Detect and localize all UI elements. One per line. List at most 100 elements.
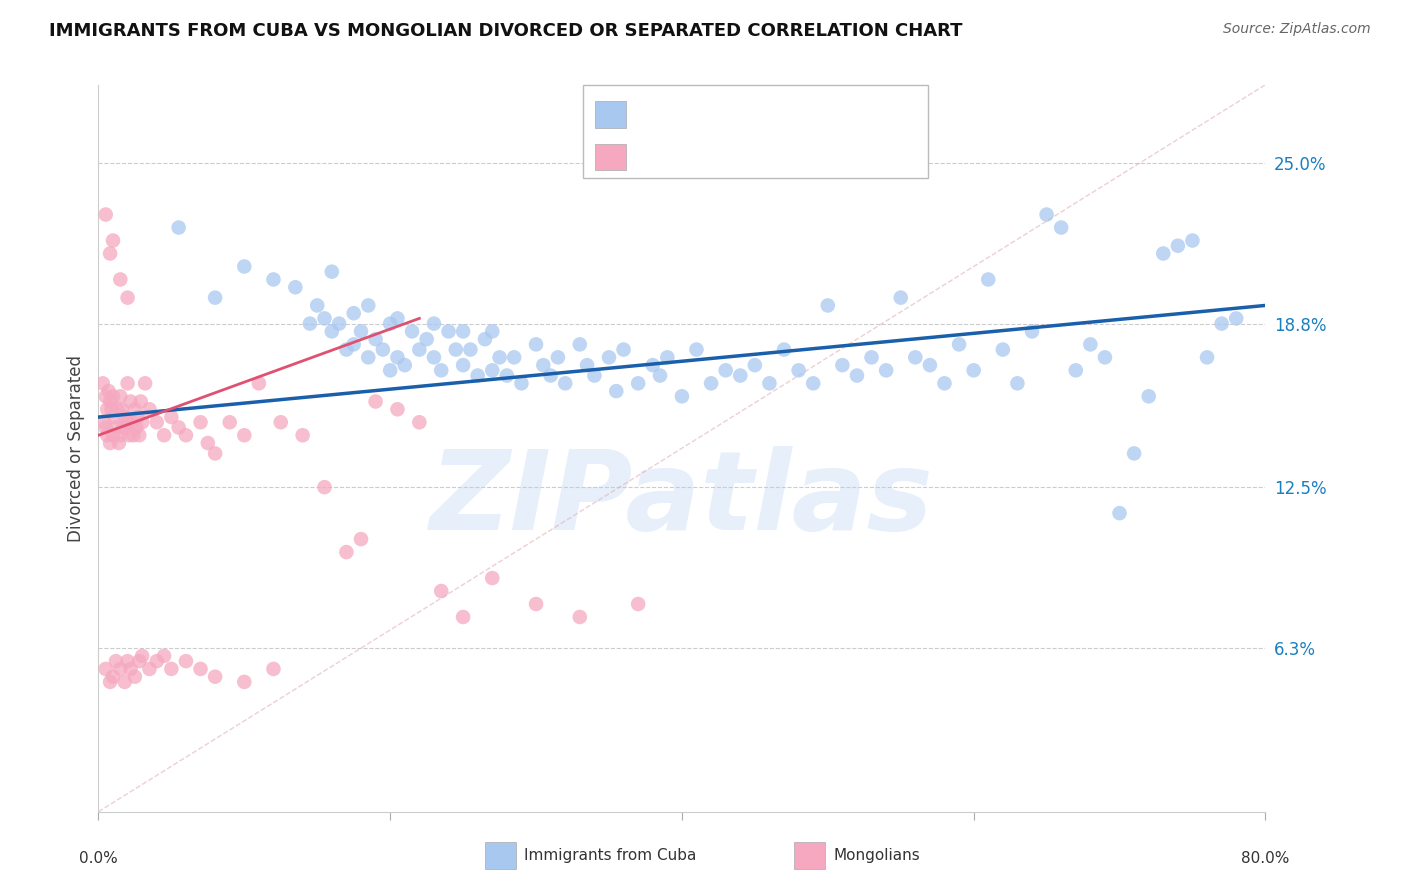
Text: ZIPatlas: ZIPatlas xyxy=(430,446,934,553)
Point xyxy=(114,674,136,689)
Point xyxy=(314,311,336,326)
Point xyxy=(101,389,124,403)
Point xyxy=(451,610,474,624)
Point xyxy=(387,351,409,365)
Point xyxy=(117,654,139,668)
Point xyxy=(197,436,219,450)
Point xyxy=(110,662,132,676)
Point xyxy=(380,363,402,377)
Point xyxy=(1137,389,1160,403)
Point xyxy=(110,428,132,442)
Point xyxy=(93,415,115,429)
Point xyxy=(125,420,148,434)
Point xyxy=(138,662,160,676)
Point xyxy=(547,351,569,365)
Point xyxy=(875,363,897,377)
Point xyxy=(108,436,131,450)
Point xyxy=(115,420,138,434)
Y-axis label: Divorced or Separated: Divorced or Separated xyxy=(66,355,84,541)
Point xyxy=(298,317,321,331)
Point xyxy=(174,428,197,442)
Text: 0.0%: 0.0% xyxy=(79,851,118,865)
Point xyxy=(100,402,122,417)
Point xyxy=(167,420,190,434)
Point xyxy=(247,376,270,391)
Point xyxy=(460,343,482,357)
Text: 61: 61 xyxy=(830,148,858,166)
Point xyxy=(190,662,212,676)
Point xyxy=(167,220,190,235)
Point xyxy=(134,376,156,391)
Point xyxy=(328,317,350,331)
Point xyxy=(117,291,139,305)
Text: R =: R = xyxy=(634,105,671,123)
Point xyxy=(307,298,329,312)
Point xyxy=(1108,506,1130,520)
Point xyxy=(1064,363,1087,377)
Point xyxy=(291,428,314,442)
Point xyxy=(117,415,139,429)
Text: 125: 125 xyxy=(830,105,865,123)
Point xyxy=(343,306,366,320)
Point xyxy=(160,410,183,425)
Point xyxy=(350,325,373,339)
Point xyxy=(481,363,503,377)
Point xyxy=(122,428,145,442)
Point xyxy=(613,343,636,357)
Text: Immigrants from Cuba: Immigrants from Cuba xyxy=(524,848,697,863)
Point xyxy=(904,351,927,365)
Point xyxy=(174,654,197,668)
Point xyxy=(128,654,150,668)
Point xyxy=(131,415,153,429)
Point xyxy=(583,368,606,383)
Point xyxy=(218,415,240,429)
Point xyxy=(657,351,679,365)
Point xyxy=(105,402,128,417)
Point xyxy=(554,376,576,391)
Point xyxy=(510,376,533,391)
Point xyxy=(335,545,357,559)
Point xyxy=(641,358,664,372)
Point xyxy=(481,571,503,585)
Point xyxy=(204,446,226,460)
Point xyxy=(568,337,591,351)
Point xyxy=(714,363,737,377)
Point xyxy=(94,208,117,222)
Point xyxy=(270,415,292,429)
Point xyxy=(364,394,387,409)
Point xyxy=(129,394,152,409)
Point xyxy=(481,325,503,339)
Point xyxy=(335,343,357,357)
Point xyxy=(94,420,117,434)
Point xyxy=(627,597,650,611)
Point xyxy=(233,260,256,274)
Point xyxy=(524,337,547,351)
Point xyxy=(430,584,453,599)
Point xyxy=(444,343,467,357)
Point xyxy=(190,415,212,429)
Point xyxy=(962,363,984,377)
Point xyxy=(233,428,256,442)
Point xyxy=(131,648,153,663)
Point xyxy=(233,674,256,689)
Point xyxy=(576,358,599,372)
Point xyxy=(128,428,150,442)
Point xyxy=(430,363,453,377)
Point xyxy=(350,532,373,546)
Text: N =: N = xyxy=(773,105,804,123)
Point xyxy=(124,670,146,684)
Point xyxy=(605,384,627,398)
Point xyxy=(118,428,141,442)
Point xyxy=(112,420,135,434)
Point xyxy=(627,376,650,391)
Point xyxy=(387,311,409,326)
Point xyxy=(120,662,142,676)
Point xyxy=(423,317,446,331)
Point xyxy=(423,351,446,365)
Text: Source: ZipAtlas.com: Source: ZipAtlas.com xyxy=(1223,22,1371,37)
Point xyxy=(101,670,124,684)
Point xyxy=(104,420,127,434)
Text: IMMIGRANTS FROM CUBA VS MONGOLIAN DIVORCED OR SEPARATED CORRELATION CHART: IMMIGRANTS FROM CUBA VS MONGOLIAN DIVORC… xyxy=(49,22,963,40)
Point xyxy=(890,291,912,305)
Point xyxy=(101,428,124,442)
